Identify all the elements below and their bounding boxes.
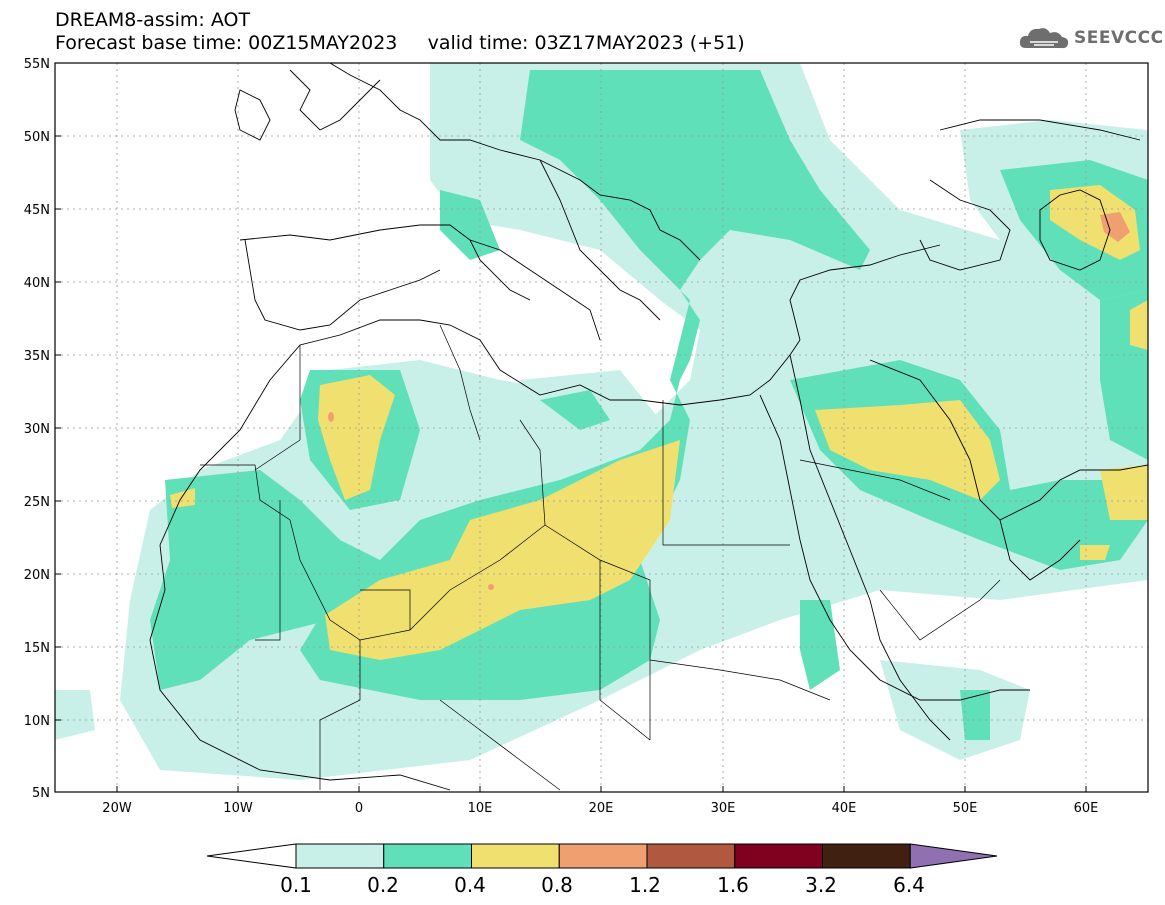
colorbar-label: 0.2 — [367, 873, 399, 897]
lon-label: 0 — [355, 801, 363, 816]
lat-label: 10N — [24, 714, 50, 729]
lat-label: 30N — [24, 422, 50, 437]
colorbar-label: 6.4 — [893, 873, 925, 897]
logo-text: SEEVCCC — [1074, 28, 1164, 48]
colorbar-box — [295, 843, 385, 869]
seevccc-logo: SEEVCCC — [1018, 24, 1164, 52]
axis-ticks — [55, 135, 1087, 792]
lat-label: 25N — [24, 495, 50, 510]
lat-label: 45N — [24, 203, 50, 218]
colorbar-label: 3.2 — [805, 873, 837, 897]
colorbar-arrow-low — [206, 843, 297, 869]
country-borders — [200, 324, 1001, 791]
lon-label: 10W — [223, 801, 253, 816]
colorbar-box — [734, 843, 823, 869]
lat-label: 55N — [24, 57, 50, 72]
lon-label: 20E — [589, 801, 614, 816]
lon-label: 20W — [102, 801, 132, 816]
lat-labels: 55N 50N 45N 40N 35N 30N 25N 20N 15N 10N … — [24, 57, 50, 801]
forecast-times: Forecast base time: 00Z15MAY2023 valid t… — [55, 32, 745, 54]
lat-label: 40N — [24, 276, 50, 291]
lat-label: 15N — [24, 641, 50, 656]
lat-label: 20N — [24, 568, 50, 583]
lat-label: 50N — [24, 130, 50, 145]
colorbar-box — [558, 843, 648, 869]
coastlines — [149, 63, 1148, 791]
colorbar-box — [822, 843, 911, 869]
lon-label: 40E — [832, 801, 857, 816]
colorbar — [206, 843, 998, 869]
cloud-icon — [1019, 28, 1069, 49]
colorbar-label: 1.2 — [629, 873, 661, 897]
lat-label: 5N — [32, 786, 50, 801]
colorbar-label: 0.1 — [280, 873, 312, 897]
aot-shading — [55, 63, 1148, 792]
colorbar-label: 0.4 — [454, 873, 486, 897]
lon-label: 30E — [711, 801, 736, 816]
lon-label: 60E — [1074, 801, 1099, 816]
lon-label: 50E — [953, 801, 978, 816]
colorbar-box — [471, 843, 560, 869]
lon-label: 10E — [468, 801, 493, 816]
colorbar-label: 0.8 — [541, 873, 573, 897]
colorbar-labels: 0.1 0.2 0.4 0.8 1.2 1.6 3.2 6.4 — [280, 873, 925, 897]
colorbar-box — [383, 843, 472, 869]
lon-labels: 20W 10W 0 10E 20E 30E 40E 50E 60E — [102, 801, 1098, 816]
colorbar-box — [646, 843, 736, 869]
colorbar-arrow-high — [909, 843, 998, 869]
lat-label: 35N — [24, 349, 50, 364]
map-title: DREAM8-assim: AOT — [55, 9, 251, 31]
colorbar-label: 1.6 — [717, 873, 749, 897]
